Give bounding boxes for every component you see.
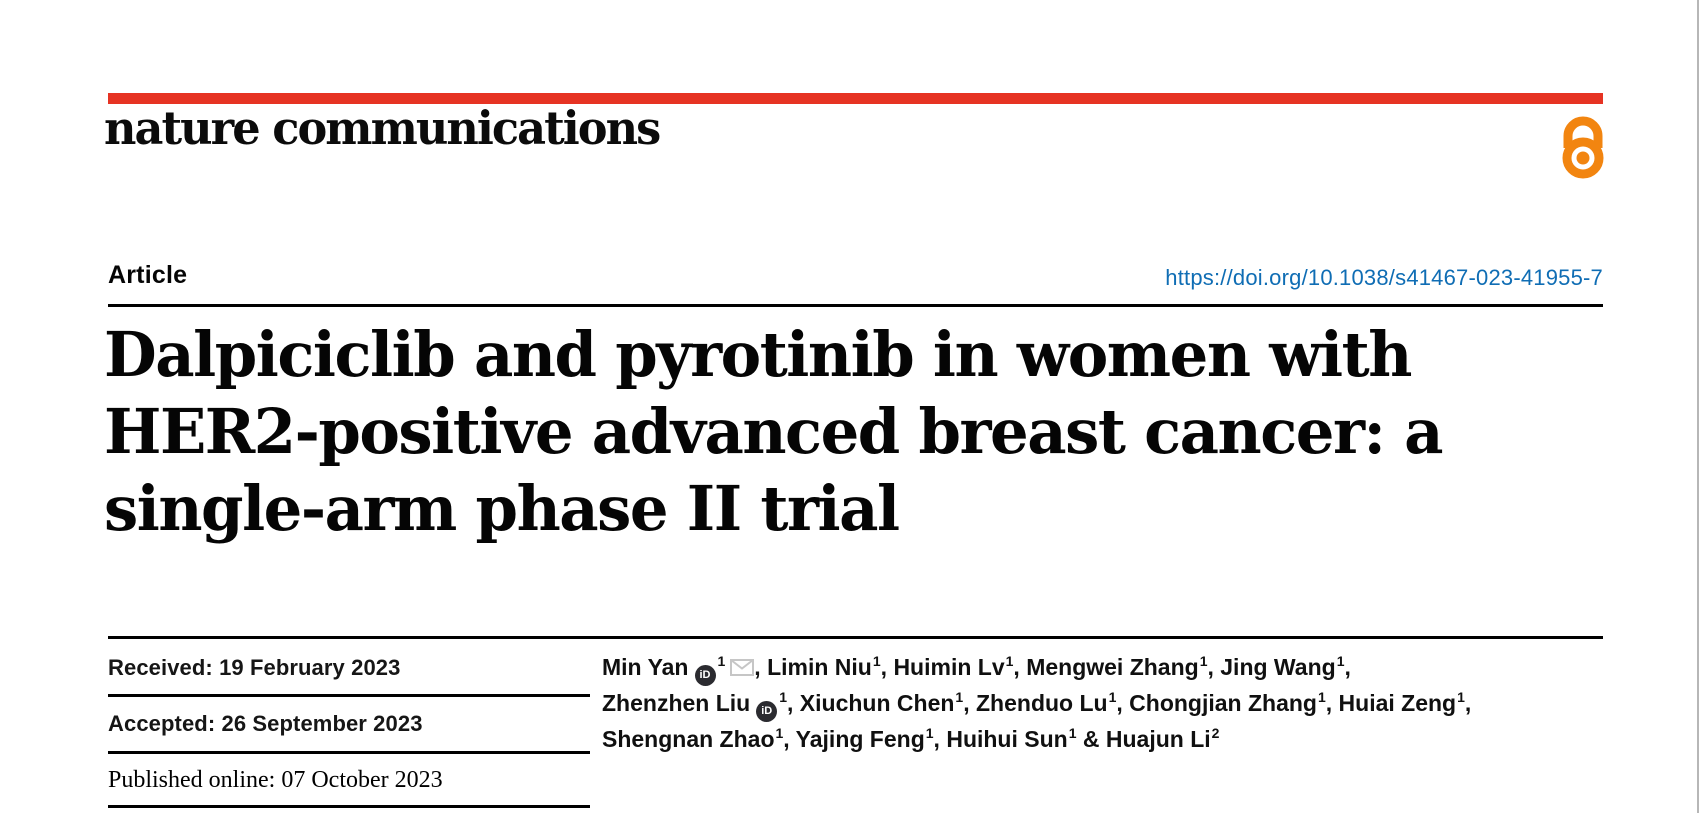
- author-name: Chongjian Zhang: [1129, 690, 1317, 716]
- author-name: Huiai Zeng: [1338, 690, 1457, 716]
- author-line: Shengnan Zhao1, Yajing Feng1, Huihui Sun…: [602, 722, 1612, 757]
- author-line: Zhenzhen Liu iD1, Xiuchun Chen1, Zhenduo …: [602, 686, 1612, 722]
- author-list: Min Yan iD1, Limin Niu1, Huimin Lv1, Meng…: [602, 650, 1612, 757]
- affiliation-superscript: 1: [872, 653, 881, 669]
- affiliation-superscript: 1: [1068, 725, 1077, 741]
- masthead-red-bar: [108, 93, 1603, 104]
- author-name: Limin Niu: [767, 654, 872, 680]
- author-separator: ,: [1325, 690, 1339, 716]
- author-separator: ,: [754, 654, 768, 680]
- accepted-date-row: Accepted: 26 September 2023: [108, 711, 590, 737]
- author-separator: ,: [783, 726, 796, 752]
- date-divider: [108, 694, 590, 697]
- article-title-line: single-arm phase II trial: [104, 472, 900, 545]
- published-label: Published online:: [108, 767, 276, 793]
- affiliation-superscript: 1: [955, 689, 964, 705]
- affiliation-superscript: 1: [925, 725, 934, 741]
- author-separator: &: [1076, 726, 1106, 752]
- author-separator: ,: [1464, 690, 1472, 716]
- received-label: Received:: [108, 655, 213, 680]
- affiliation-superscript: 1: [1336, 653, 1345, 669]
- orcid-icon[interactable]: iD: [694, 665, 716, 686]
- affiliation-superscript: 2: [1211, 725, 1220, 741]
- page-right-edge-divider: [1697, 0, 1699, 813]
- accepted-value: 26 September 2023: [221, 711, 423, 736]
- date-divider: [108, 751, 590, 754]
- published-value: 07 October 2023: [281, 767, 443, 793]
- article-header-rule: [108, 304, 1603, 307]
- author-name: Huimin Lv: [893, 654, 1005, 680]
- doi-link[interactable]: https://doi.org/10.1038/s41467-023-41955…: [1165, 265, 1603, 290]
- author-name: Huihui Sun: [946, 726, 1068, 752]
- nature-communications-wordmark: nature communications: [104, 101, 661, 155]
- author-separator: ,: [1207, 654, 1221, 680]
- email-icon[interactable]: [730, 651, 755, 686]
- author-name: Yajing Feng: [795, 726, 925, 752]
- published-date-row: Published online: 07 October 2023: [108, 767, 590, 794]
- author-separator: ,: [1013, 654, 1027, 680]
- author-name: Zhenzhen Liu: [602, 690, 751, 716]
- author-name: Huajun Li: [1105, 726, 1211, 752]
- affiliation-superscript: 1: [1108, 689, 1117, 705]
- author-name: Zhenduo Lu: [976, 690, 1108, 716]
- author-separator: ,: [787, 690, 800, 716]
- accepted-label: Accepted:: [108, 711, 216, 736]
- author-name: Xiuchun Chen: [799, 690, 955, 716]
- author-name: Mengwei Zhang: [1026, 654, 1199, 680]
- date-divider: [108, 805, 590, 808]
- affiliation-superscript: 1: [775, 725, 784, 741]
- author-name: Jing Wang: [1220, 654, 1336, 680]
- article-type-label: Article: [108, 261, 188, 289]
- affiliation-superscript: 1: [1199, 653, 1208, 669]
- open-access-icon: [1556, 110, 1606, 185]
- title-footer-rule: [108, 636, 1603, 639]
- author-separator: ,: [1344, 654, 1351, 680]
- affiliation-superscript: 1: [779, 689, 788, 705]
- affiliation-superscript: 1: [1457, 689, 1465, 705]
- article-title: Dalpiciclib and pyrotinib in women with …: [104, 316, 1535, 547]
- author-separator: ,: [880, 654, 894, 680]
- affiliation-superscript: 1: [717, 653, 726, 669]
- orcid-icon[interactable]: iD: [756, 701, 778, 722]
- author-name: Min Yan: [602, 654, 689, 680]
- affiliation-superscript: 1: [1005, 653, 1014, 669]
- author-line: Min Yan iD1, Limin Niu1, Huimin Lv1, Meng…: [602, 650, 1612, 686]
- author-separator: ,: [933, 726, 947, 752]
- received-date-row: Received: 19 February 2023: [108, 655, 590, 681]
- article-title-line: HER2-positive advanced breast cancer: a: [104, 395, 1444, 468]
- article-title-line: Dalpiciclib and pyrotinib in women with: [104, 318, 1412, 391]
- author-name: Shengnan Zhao: [602, 726, 775, 752]
- received-value: 19 February 2023: [219, 655, 401, 680]
- affiliation-superscript: 1: [1317, 689, 1326, 705]
- author-separator: ,: [1116, 690, 1130, 716]
- author-separator: ,: [963, 690, 976, 716]
